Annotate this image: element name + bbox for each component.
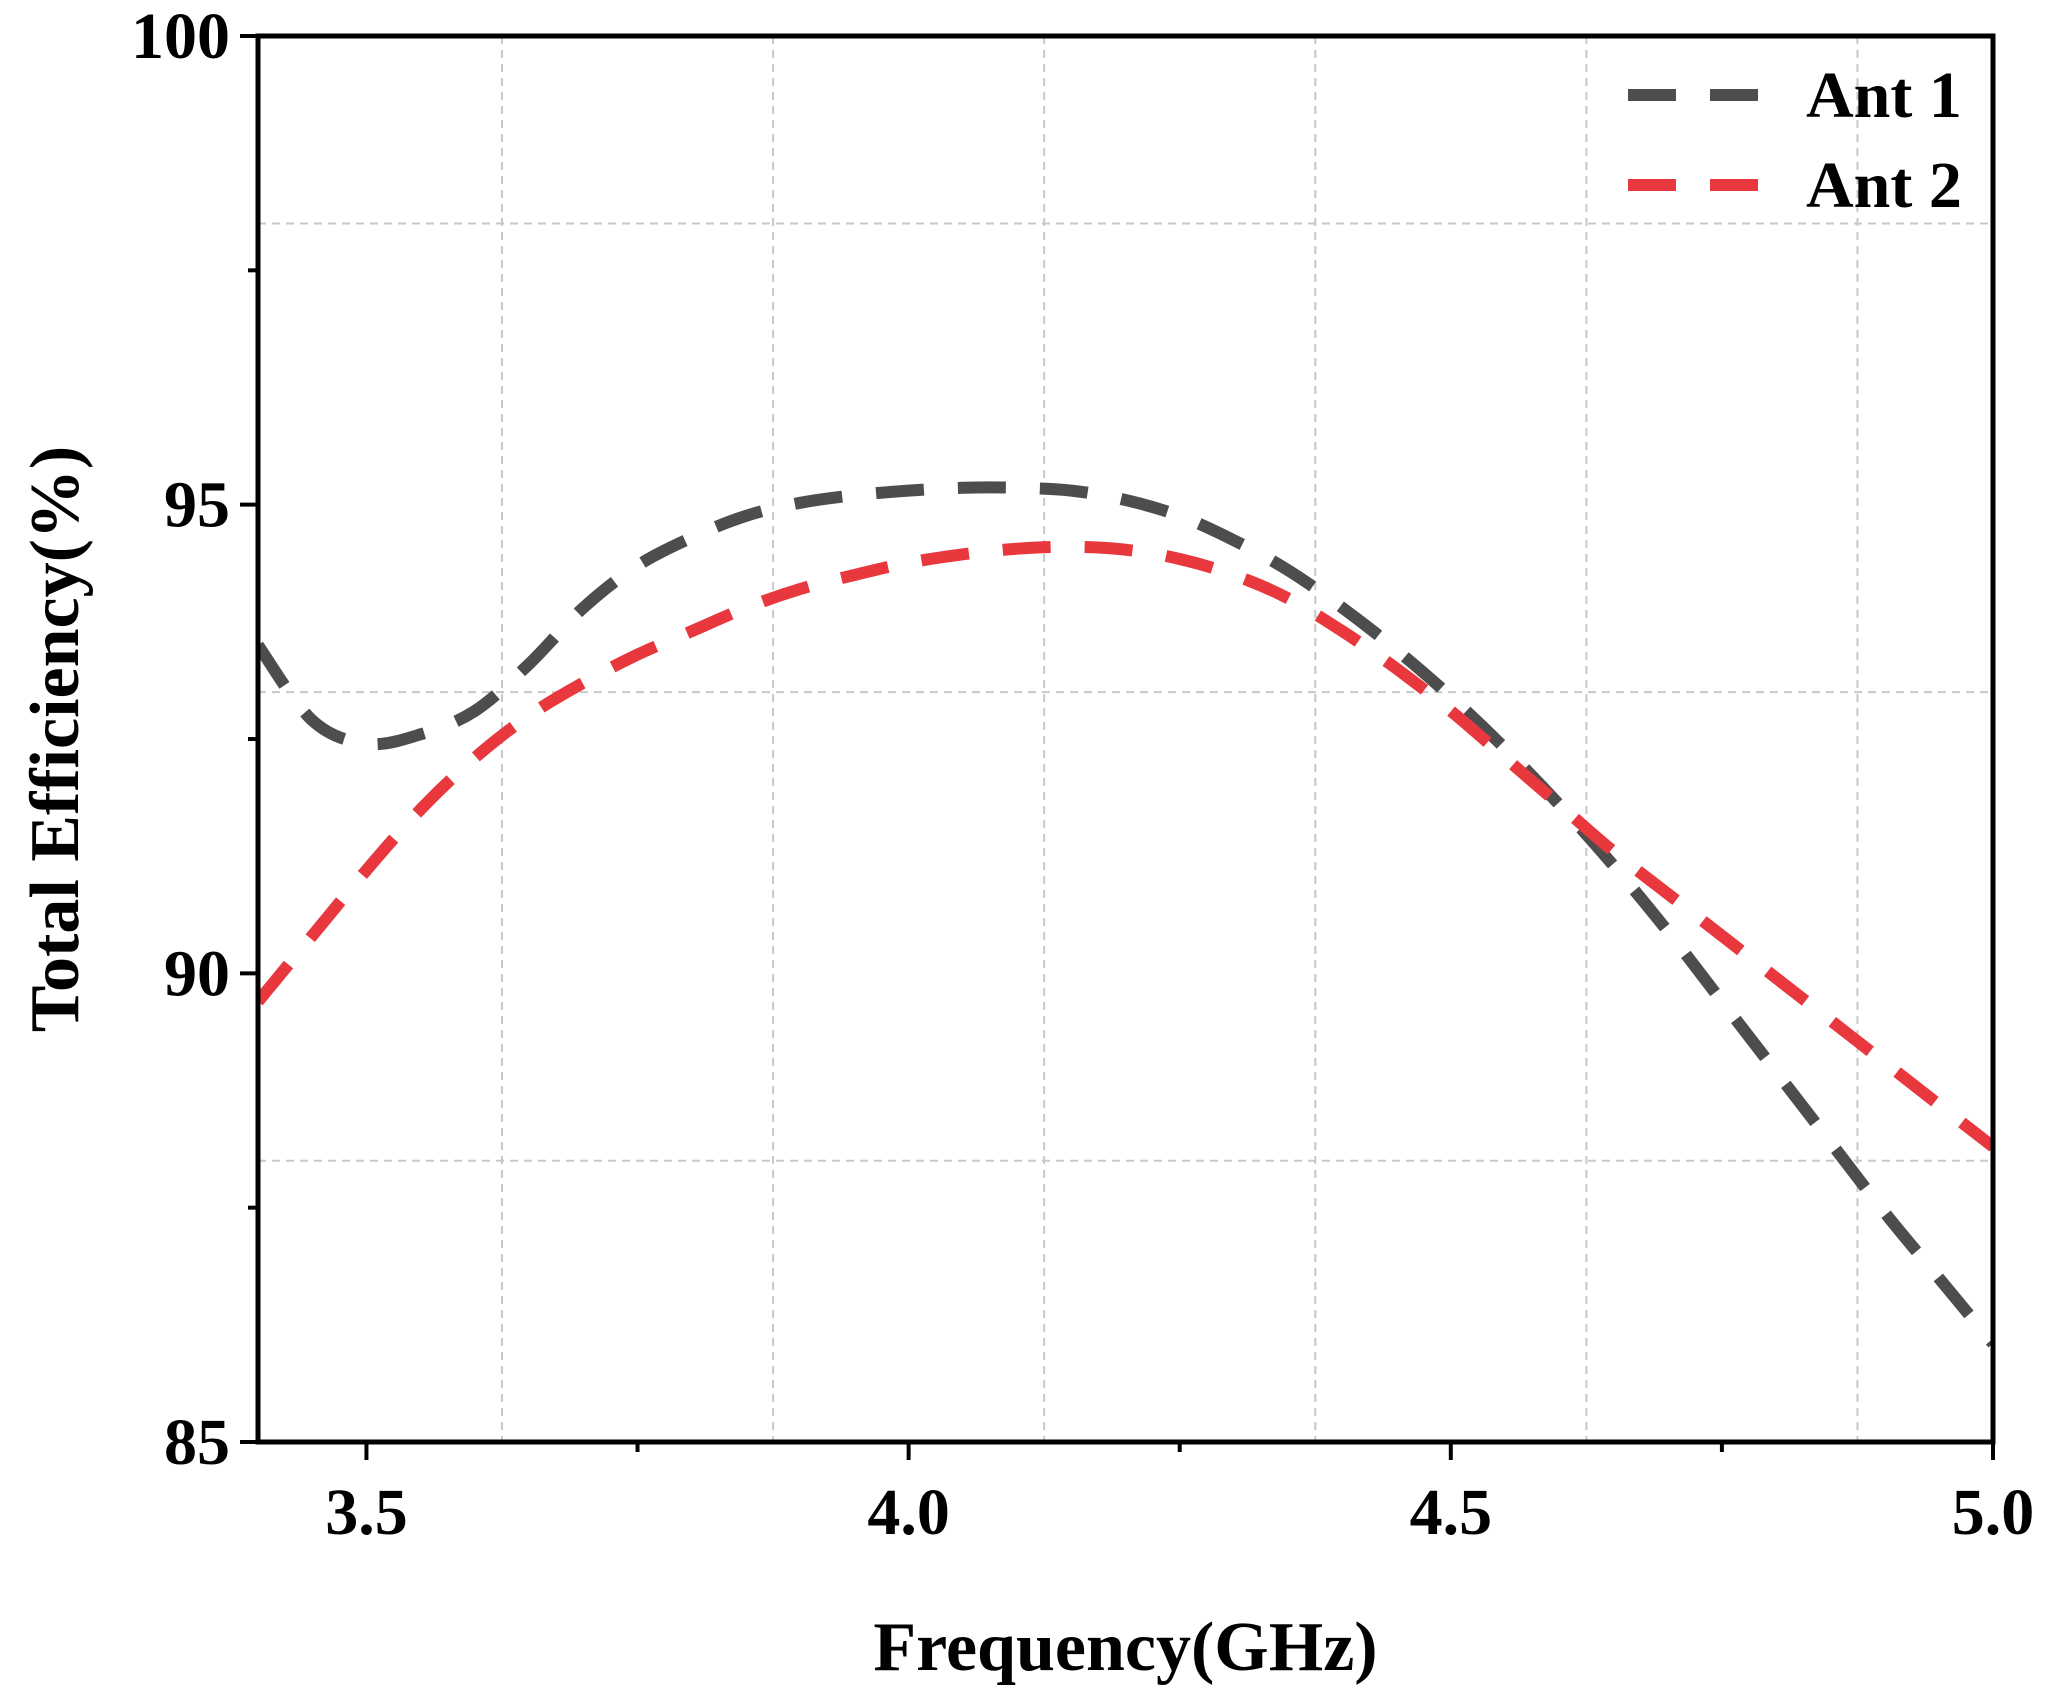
series-layer — [258, 481, 1993, 1348]
plot-area-frame — [255, 33, 1996, 1445]
tick-labels: 3.5 4.0 4.5 5.0 85 90 95 100 — [131, 0, 2034, 1549]
grid — [258, 36, 1993, 1442]
series-line-ant-1 — [258, 481, 1993, 1348]
x-tick-label: 3.5 — [325, 1476, 408, 1549]
x-tick-label: 5.0 — [1952, 1476, 2035, 1549]
x-tick-label: 4.5 — [1410, 1476, 1493, 1549]
x-axis-title: Frequency(GHz) — [873, 1609, 1377, 1686]
x-tick-label: 4.0 — [867, 1476, 950, 1549]
y-tick-label: 100 — [131, 0, 230, 73]
y-tick-label: 85 — [164, 1406, 230, 1479]
legend-label-ant-1: Ant 1 — [1806, 59, 1962, 132]
legend: Ant 1 Ant 2 — [1628, 59, 1962, 222]
ticks — [240, 34, 1995, 1460]
series-line-ant-2 — [258, 540, 1993, 1152]
y-tick-label: 95 — [164, 469, 230, 542]
y-axis-title: Total Efficiency(%) — [17, 446, 94, 1033]
y-tick-label: 90 — [164, 937, 230, 1010]
legend-label-ant-2: Ant 2 — [1806, 149, 1962, 222]
